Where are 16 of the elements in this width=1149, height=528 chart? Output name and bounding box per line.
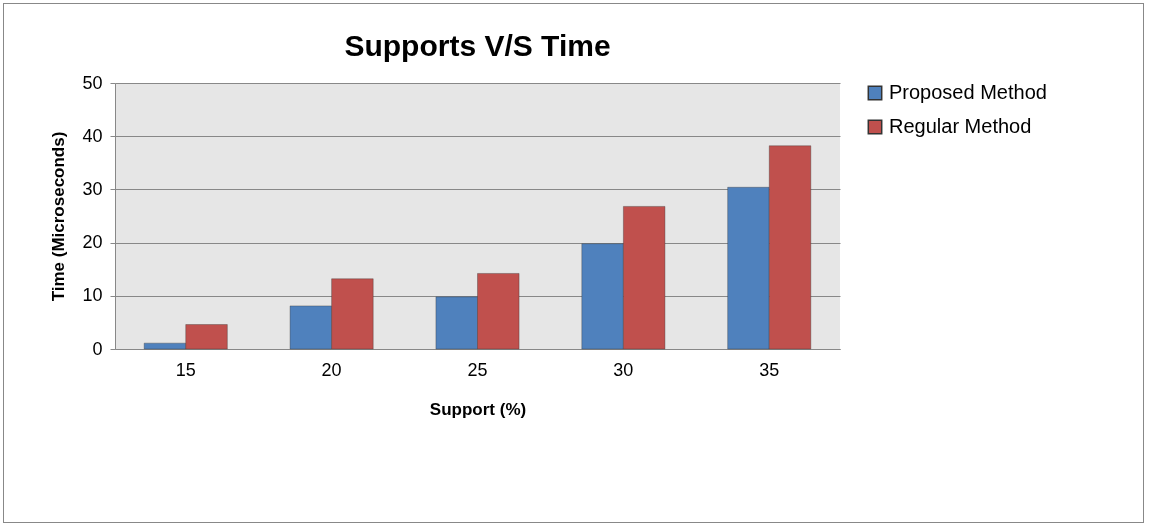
x-tick-label: 15 <box>175 359 196 380</box>
x-tick-label: 25 <box>467 359 488 380</box>
x-tick-label: 35 <box>759 359 780 380</box>
legend-label: Proposed Method <box>889 81 1047 103</box>
y-tick-label: 40 <box>82 125 103 146</box>
y-tick-label: 10 <box>82 285 103 306</box>
y-tick-label: 50 <box>82 72 103 93</box>
x-tick-label: 30 <box>613 359 634 380</box>
legend-label: Regular Method <box>889 115 1032 137</box>
chart-title: Supports V/S Time <box>344 29 611 62</box>
x-axis-title: Support (%) <box>429 399 527 419</box>
y-axis-title: Time (Microseconds) <box>49 131 69 302</box>
y-tick-label: 30 <box>82 178 103 199</box>
x-tick-label: 20 <box>321 359 342 380</box>
y-tick-label: 20 <box>82 232 103 253</box>
y-tick-label: 0 <box>92 338 103 359</box>
